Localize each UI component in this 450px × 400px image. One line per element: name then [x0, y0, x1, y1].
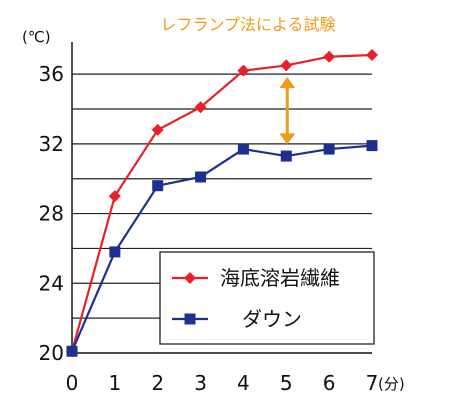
x-axis-unit: (分) [378, 375, 405, 393]
series-2-point [152, 180, 164, 192]
series-2-point [66, 345, 78, 357]
x-tick-label: 1 [108, 371, 121, 395]
y-tick-label: 28 [39, 202, 64, 226]
difference-arrow-head-down [279, 133, 296, 145]
legend-box [159, 251, 375, 345]
series-1-point [237, 64, 250, 77]
series-2-point [280, 150, 292, 162]
y-tick-label: 24 [39, 271, 64, 295]
series-line-1 [70, 53, 373, 352]
series-2-point [195, 171, 207, 183]
chart-annotation: レフランプ法による試験 [160, 15, 335, 34]
x-tick-label: 5 [280, 371, 293, 395]
difference-arrow-head-up [279, 77, 296, 89]
y-tick-label: 36 [39, 62, 64, 86]
series-1-point [108, 190, 121, 203]
legend-label: ダウン [242, 307, 302, 331]
series-1-point [194, 101, 207, 114]
series-2-point [366, 140, 378, 152]
x-tick-label: 0 [66, 371, 79, 395]
series-1-point [323, 50, 336, 63]
series-1-point [151, 123, 164, 136]
series-line-2 [70, 144, 373, 352]
y-axis-unit: (℃) [22, 28, 51, 46]
legend-label: 海底溶岩繊維 [220, 266, 340, 290]
y-tick-label: 20 [39, 341, 64, 365]
x-tick-label: 2 [151, 371, 164, 395]
x-tick-label: 6 [323, 371, 336, 395]
legend-swatch-marker [184, 272, 196, 284]
x-tick-label: 7 [366, 371, 379, 395]
x-tick-label: 3 [194, 371, 207, 395]
y-tick-label: 32 [39, 132, 64, 156]
series-2-point [323, 143, 335, 155]
legend-swatch-marker [184, 313, 196, 325]
x-tick-label: 4 [237, 371, 250, 395]
series-1-point [366, 48, 378, 61]
series-2-point [109, 246, 121, 258]
series-1-point [280, 59, 293, 72]
series-2-point [237, 143, 249, 155]
